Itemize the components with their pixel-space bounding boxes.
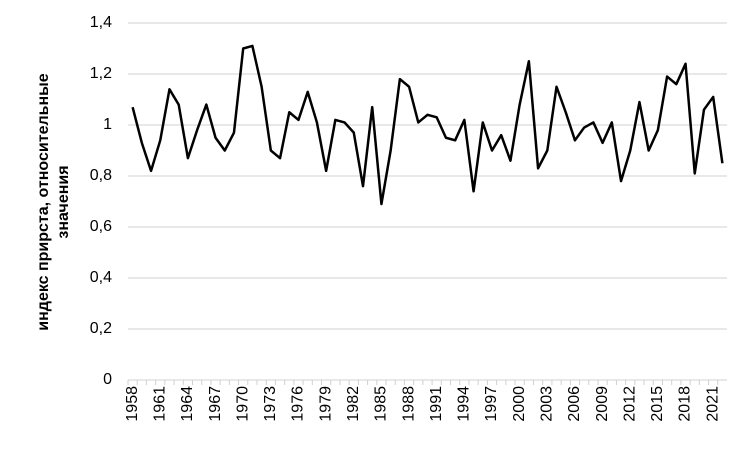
y-tick-label: 0,8 — [90, 167, 112, 184]
x-tick-label: 1994 — [456, 386, 473, 422]
x-tick-label: 1958 — [124, 386, 141, 422]
y-axis-title: значения — [55, 165, 72, 238]
y-tick-label: 1,2 — [90, 65, 112, 82]
x-tick-label: 2009 — [594, 386, 611, 422]
x-tick-label: 2006 — [566, 386, 583, 422]
x-tick-label: 2003 — [539, 386, 556, 422]
x-tick-label: 2015 — [649, 386, 666, 422]
x-tick-label: 1964 — [179, 386, 196, 422]
x-tick-label: 1991 — [428, 386, 445, 422]
x-tick-label: 1979 — [317, 386, 334, 422]
y-tick-label: 1,4 — [90, 14, 112, 31]
x-tick-label: 1967 — [207, 386, 224, 422]
y-tick-label: 0,6 — [90, 218, 112, 235]
data-line — [131, 44, 724, 206]
x-tick-label: 1985 — [373, 386, 390, 422]
y-tick-label: 1 — [103, 116, 112, 133]
x-tick-label: 1997 — [483, 386, 500, 422]
x-tick-label: 2000 — [511, 386, 528, 422]
x-tick-label: 2021 — [704, 386, 721, 422]
y-tick-label: 0,4 — [90, 269, 112, 286]
x-tick-label: 1970 — [234, 386, 251, 422]
x-tick-label: 1973 — [262, 386, 279, 422]
x-tick-label: 1976 — [290, 386, 307, 422]
y-tick-label: 0,2 — [90, 320, 112, 337]
y-axis-title: индекс прирста, относительные — [35, 73, 52, 331]
x-tick-label: 1982 — [345, 386, 362, 422]
x-tick-label: 1961 — [151, 386, 168, 422]
y-tick-label: 0 — [103, 371, 112, 388]
x-tick-label: 2012 — [621, 386, 638, 422]
x-tick-label: 1988 — [400, 386, 417, 422]
x-tick-label: 2018 — [677, 386, 694, 422]
